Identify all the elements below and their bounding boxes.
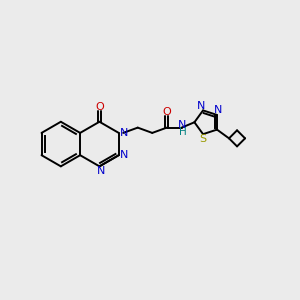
Text: O: O: [162, 107, 171, 117]
Text: S: S: [200, 134, 207, 144]
Text: N: N: [214, 106, 223, 116]
Text: N: N: [178, 120, 187, 130]
Text: N: N: [120, 150, 128, 160]
Text: N: N: [197, 101, 206, 111]
Text: O: O: [95, 102, 104, 112]
Text: H: H: [179, 127, 186, 137]
Text: N: N: [97, 166, 105, 176]
Text: N: N: [120, 128, 128, 138]
